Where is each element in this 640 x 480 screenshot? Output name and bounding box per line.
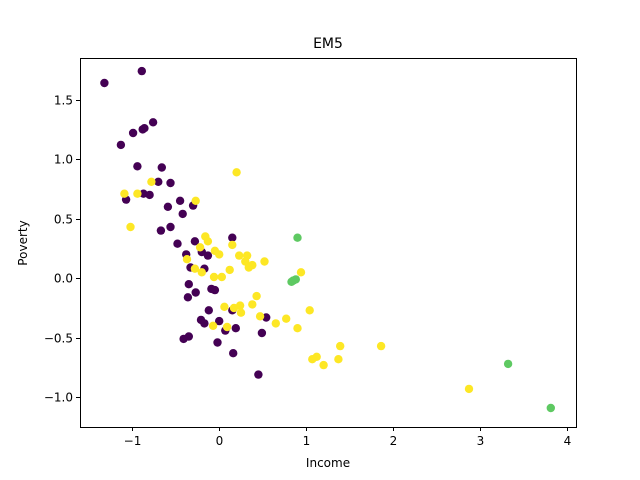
data-point <box>147 177 156 186</box>
y-tick-label: −0.5 <box>44 332 73 346</box>
chart-title: EM5 <box>313 36 343 52</box>
data-point <box>248 300 257 309</box>
data-point <box>255 312 265 321</box>
data-point <box>178 209 187 219</box>
data-point <box>210 285 220 295</box>
data-point <box>204 306 213 315</box>
y-tick-label: 1.0 <box>54 153 73 167</box>
data-point <box>126 222 135 232</box>
data-point <box>156 226 166 235</box>
data-point <box>208 321 218 330</box>
data-point <box>200 319 209 328</box>
y-tick-label: 1.5 <box>54 94 73 108</box>
data-point <box>213 338 222 347</box>
data-point <box>254 370 263 379</box>
data-point <box>163 202 173 211</box>
data-point <box>133 189 142 198</box>
data-point <box>228 240 237 250</box>
data-point <box>190 237 200 246</box>
data-point <box>334 355 343 364</box>
x-tick-label: 3 <box>477 434 485 448</box>
data-point <box>173 239 182 248</box>
data-point <box>252 291 261 301</box>
data-point <box>244 263 253 272</box>
data-point <box>215 250 224 259</box>
data-point <box>197 268 206 277</box>
data-point <box>217 272 226 282</box>
data-point <box>229 303 239 313</box>
data-point <box>293 324 302 333</box>
data-point <box>120 189 129 198</box>
data-point <box>319 360 328 370</box>
data-point <box>503 359 513 369</box>
data-point <box>222 322 232 332</box>
data-point <box>133 162 142 171</box>
data-point <box>191 288 200 297</box>
data-point <box>546 403 555 413</box>
y-tick-label: 0.0 <box>54 272 73 286</box>
data-point <box>209 272 219 282</box>
x-tick-label: 0 <box>216 434 224 448</box>
data-point <box>229 349 238 358</box>
data-point <box>128 128 138 138</box>
data-point <box>257 328 267 338</box>
data-point <box>215 316 224 326</box>
data-point <box>308 355 317 364</box>
data-point <box>231 324 240 333</box>
data-point <box>190 264 200 273</box>
data-point <box>184 280 193 289</box>
y-tick-label: −1.0 <box>44 391 73 405</box>
data-point <box>232 168 241 177</box>
data-point <box>166 178 175 188</box>
data-point <box>305 306 314 315</box>
data-point <box>203 251 213 260</box>
data-point <box>260 257 269 266</box>
data-point <box>271 319 280 328</box>
data-point <box>236 308 246 317</box>
data-point <box>195 243 205 252</box>
plot-frame <box>80 58 577 428</box>
x-axis-label: Income <box>306 456 350 470</box>
data-point <box>225 265 234 275</box>
data-point <box>137 66 146 76</box>
data-point <box>282 314 291 323</box>
data-point <box>182 255 192 264</box>
data-point <box>157 163 166 172</box>
x-tick-label: 4 <box>564 434 572 448</box>
data-point <box>376 341 386 351</box>
data-point <box>116 140 126 150</box>
x-tick-label: 2 <box>390 434 398 448</box>
data-point <box>464 384 474 394</box>
data-point <box>100 78 109 88</box>
data-point <box>145 190 154 200</box>
data-point <box>220 302 229 311</box>
data-point <box>287 277 296 286</box>
x-axis-ticks: −1 0 1 2 3 4 <box>124 427 572 448</box>
data-point <box>336 341 345 351</box>
data-point <box>191 196 200 205</box>
data-point <box>166 222 175 232</box>
data-point <box>179 334 188 344</box>
data-point <box>148 118 158 127</box>
data-point <box>154 177 163 186</box>
data-point <box>235 251 244 260</box>
data-point <box>293 233 302 242</box>
data-point <box>175 196 185 205</box>
data-points <box>100 66 555 413</box>
data-point <box>183 293 193 302</box>
y-axis-label: Poverty <box>16 220 30 265</box>
data-point <box>296 268 306 277</box>
data-point <box>228 233 237 242</box>
data-point <box>140 124 149 133</box>
x-tick-label: −1 <box>124 434 142 448</box>
x-tick-label: 1 <box>303 434 311 448</box>
y-axis-ticks: −1.0 −0.5 0.0 0.5 1.0 1.5 <box>44 94 80 405</box>
data-point <box>203 237 213 246</box>
y-tick-label: 0.5 <box>54 213 73 227</box>
